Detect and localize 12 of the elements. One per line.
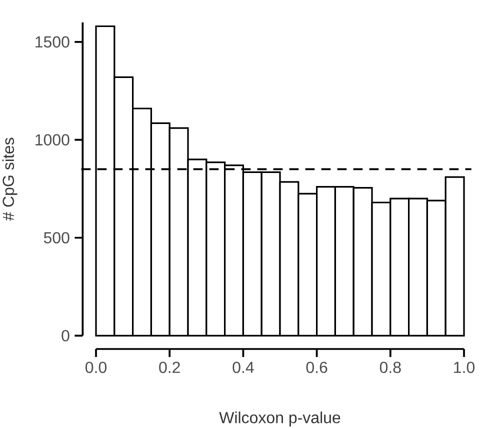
y-axis-title: # CpG sites (2, 138, 18, 221)
x-tick-label: 0.2 (159, 362, 180, 374)
x-tick-label: 0.4 (232, 362, 254, 374)
x-tick-label: 0.8 (380, 362, 401, 374)
x-tick-label: 0.0 (86, 362, 107, 374)
x-tick-label: 1.0 (454, 362, 475, 374)
y-tick-label: 1000 (36, 134, 70, 146)
x-tick-label: 0.6 (306, 362, 328, 374)
x-axis-title: Wilcoxon p-value (219, 412, 340, 426)
y-tick-label: 1500 (36, 36, 70, 48)
y-tick-label: 0 (62, 330, 70, 342)
y-tick-label: 500 (44, 232, 70, 244)
